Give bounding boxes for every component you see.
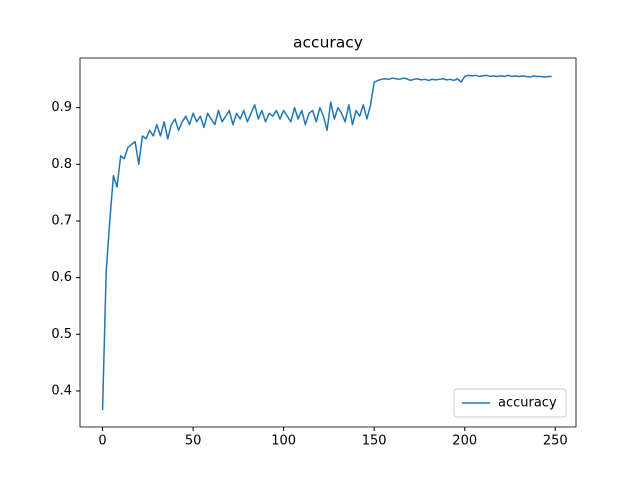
y-tick-label: 0.9 [51, 100, 72, 115]
y-tick-label: 0.8 [51, 157, 72, 172]
line-series [101, 74, 552, 411]
x-tick-label: 50 [185, 434, 202, 449]
y-tick-label: 0.7 [51, 213, 72, 228]
y-tick-label: 0.4 [51, 383, 72, 398]
y-tick-label: 0.5 [51, 327, 72, 342]
axes-frame [79, 57, 577, 428]
chart-title: accuracy [293, 34, 363, 52]
x-tick-label: 200 [452, 434, 477, 449]
x-tick-label: 100 [271, 434, 296, 449]
x-tick-label: 150 [362, 434, 387, 449]
legend-label: accuracy [498, 396, 557, 411]
x-tick-label: 0 [98, 434, 106, 449]
x-tick-label: 250 [543, 434, 568, 449]
y-tick-label: 0.6 [51, 270, 72, 285]
legend-box [453, 388, 567, 418]
